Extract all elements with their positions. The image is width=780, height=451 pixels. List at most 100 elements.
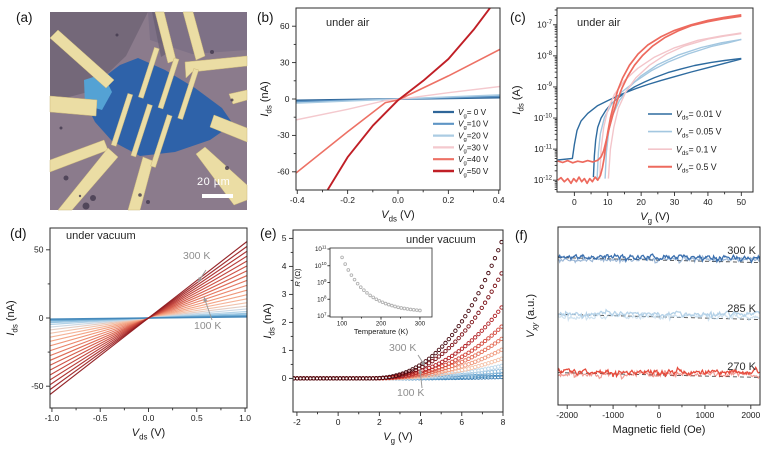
svg-text:0: 0 xyxy=(285,94,290,104)
panel-a-label: (a) xyxy=(16,10,33,25)
svg-text:0: 0 xyxy=(282,373,287,383)
svg-text:10-10: 10-10 xyxy=(534,112,553,123)
svg-text:10-12: 10-12 xyxy=(534,174,553,185)
svg-text:107: 107 xyxy=(317,311,327,320)
svg-text:Vg=30 V: Vg=30 V xyxy=(458,143,489,154)
micrograph-photo xyxy=(49,11,248,211)
panel-b-label: (b) xyxy=(257,10,274,25)
svg-text:Vg= 0 V: Vg= 0 V xyxy=(458,108,487,119)
svg-text:-2: -2 xyxy=(293,417,301,427)
svg-text:0: 0 xyxy=(336,417,341,427)
panel-d-label: (d) xyxy=(10,226,27,241)
svg-text:30: 30 xyxy=(280,57,290,67)
panel-e-label: (e) xyxy=(260,226,277,241)
svg-text:0.0: 0.0 xyxy=(392,195,404,205)
svg-text:2: 2 xyxy=(377,417,382,427)
svg-text:-0.2: -0.2 xyxy=(340,195,355,205)
svg-text:Vxy (a.u.): Vxy (a.u.) xyxy=(525,294,539,338)
svg-text:-1000: -1000 xyxy=(602,410,624,420)
chart-e-svg: -2 0 2 4 6 8 0 1 2 3 4 5 Vg (V) Ids (nA) 100 200 300 107 1… xyxy=(262,229,506,445)
svg-text:Vds= 0.1 V: Vds= 0.1 V xyxy=(676,144,717,157)
svg-text:Ids (nA): Ids (nA) xyxy=(262,303,276,338)
svg-text:50: 50 xyxy=(737,197,747,207)
svg-text:10-7: 10-7 xyxy=(537,19,552,30)
scale-bar-label: 20 µm xyxy=(197,176,231,188)
svg-text:0: 0 xyxy=(657,410,662,420)
svg-text:Vg=50 V: Vg=50 V xyxy=(458,167,489,178)
svg-text:2: 2 xyxy=(282,317,287,327)
svg-text:20: 20 xyxy=(636,197,646,207)
svg-text:1.0: 1.0 xyxy=(239,413,251,423)
svg-text:1000: 1000 xyxy=(695,410,714,420)
panel-b-condition: under air xyxy=(326,17,370,29)
panel-f-trace-label-300k: 300 K xyxy=(727,245,756,257)
svg-text:Magnetic field (Oe): Magnetic field (Oe) xyxy=(613,424,706,436)
chart-d-svg: -1.0 -0.5 0.0 0.5 1.0 -50 0 50 Vds (V) Ids (nA) xyxy=(5,227,251,441)
svg-text:Vds (V): Vds (V) xyxy=(381,209,414,223)
scale-bar xyxy=(202,194,233,198)
svg-text:0.0: 0.0 xyxy=(143,413,155,423)
svg-text:40: 40 xyxy=(703,197,713,207)
svg-text:-0.4: -0.4 xyxy=(290,195,305,205)
svg-text:2000: 2000 xyxy=(741,410,760,420)
interdigitated-fingers xyxy=(110,47,199,168)
panel-d-annotation-100k: 100 K xyxy=(194,320,222,332)
svg-text:Vg=10 V: Vg=10 V xyxy=(458,120,489,131)
svg-text:0: 0 xyxy=(39,313,44,323)
svg-text:0.4: 0.4 xyxy=(493,195,505,205)
panel-c-label: (c) xyxy=(510,10,526,25)
panel-f-label: (f) xyxy=(515,228,528,243)
svg-text:108: 108 xyxy=(317,295,327,304)
svg-text:Vds= 0.05 V: Vds= 0.05 V xyxy=(676,127,722,140)
svg-text:-1.0: -1.0 xyxy=(45,413,60,423)
svg-text:Vg=20 V: Vg=20 V xyxy=(458,131,489,142)
panel-e-annotation-100k: 100 K xyxy=(397,387,425,399)
svg-text:50: 50 xyxy=(34,245,44,255)
svg-text:Temperature (K): Temperature (K) xyxy=(354,327,409,336)
svg-text:Ids (A): Ids (A) xyxy=(511,85,525,114)
svg-text:4: 4 xyxy=(282,261,287,271)
svg-text:-0.5: -0.5 xyxy=(93,413,108,423)
svg-text:1: 1 xyxy=(282,345,287,355)
svg-text:0.5: 0.5 xyxy=(191,413,203,423)
panel-e-annotation-300k: 300 K xyxy=(389,342,417,354)
svg-text:6: 6 xyxy=(459,417,464,427)
svg-text:60: 60 xyxy=(280,21,290,31)
svg-text:Vds (V): Vds (V) xyxy=(132,427,165,441)
panel-f-trace-label-270k: 270 K xyxy=(727,361,756,373)
svg-text:10-11: 10-11 xyxy=(534,143,552,154)
svg-text:Vg=40 V: Vg=40 V xyxy=(458,155,489,166)
svg-text:30: 30 xyxy=(670,197,680,207)
svg-text:8: 8 xyxy=(501,417,506,427)
panel-c-condition: under air xyxy=(577,17,621,29)
panel-d-condition: under vacuum xyxy=(66,230,136,242)
substrate-scratch xyxy=(152,12,166,57)
svg-text:-50: -50 xyxy=(31,381,44,391)
svg-text:-30: -30 xyxy=(277,130,290,140)
svg-text:1010: 1010 xyxy=(315,261,327,270)
svg-text:Vg (V): Vg (V) xyxy=(640,211,669,225)
svg-text:200: 200 xyxy=(376,321,387,328)
substrate-dark-region xyxy=(50,12,148,102)
svg-text:100: 100 xyxy=(337,321,348,328)
svg-text:0.2: 0.2 xyxy=(442,195,454,205)
svg-text:Vds= 0.01 V: Vds= 0.01 V xyxy=(676,109,722,122)
chart-b-svg: -0.4 -0.2 0.0 0.2 0.4 -60 -30 0 30 60 Vds (V) Ids (… xyxy=(259,7,505,223)
svg-text:-2000: -2000 xyxy=(556,410,578,420)
svg-text:Vg (V): Vg (V) xyxy=(383,431,412,445)
svg-text:10: 10 xyxy=(603,197,613,207)
svg-text:109: 109 xyxy=(317,278,327,287)
svg-text:10-8: 10-8 xyxy=(537,50,552,61)
panel-f-trace-label-285k: 285 K xyxy=(727,303,756,315)
svg-text:-60: -60 xyxy=(277,167,290,177)
gold-electrodes xyxy=(49,11,248,211)
svg-text:4: 4 xyxy=(418,417,423,427)
svg-text:Vds= 0.5 V: Vds= 0.5 V xyxy=(676,162,717,175)
svg-text:300: 300 xyxy=(415,321,426,328)
dust-specks xyxy=(59,33,234,210)
svg-text:Ids (nA): Ids (nA) xyxy=(5,300,19,335)
svg-text:Ids (nA): Ids (nA) xyxy=(259,81,273,116)
svg-text:5: 5 xyxy=(282,233,287,243)
svg-text:10-9: 10-9 xyxy=(537,81,552,92)
